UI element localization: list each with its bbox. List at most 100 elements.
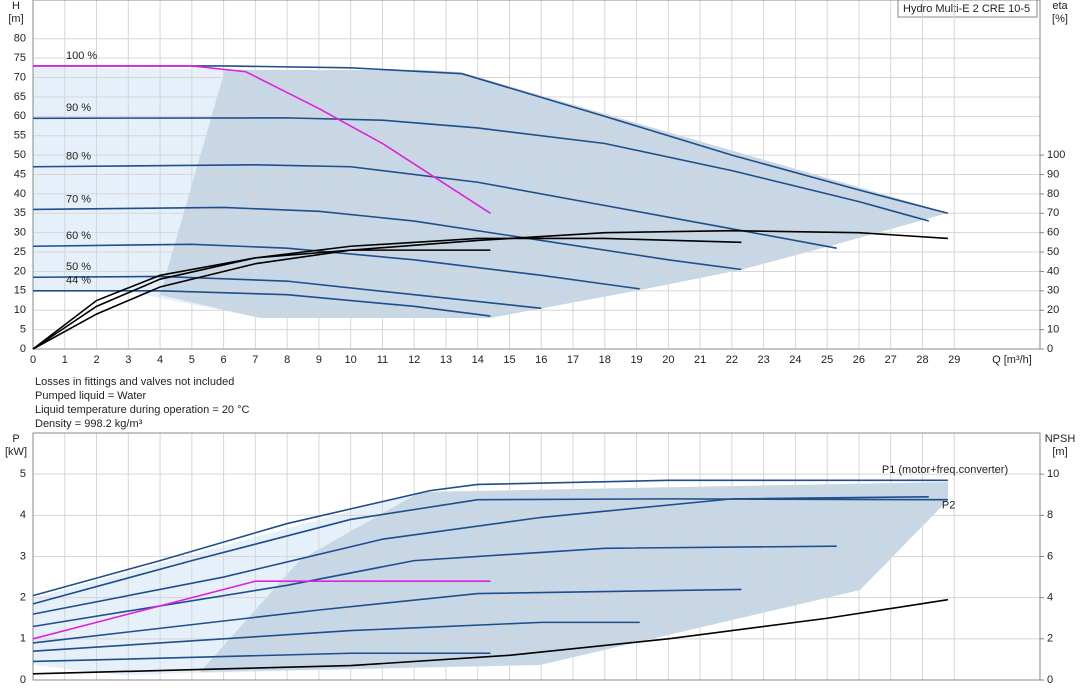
- curve-label: 90 %: [66, 102, 91, 114]
- y-tick-label: 70: [14, 71, 26, 83]
- x-tick-label: 21: [694, 354, 706, 366]
- y-tick-label: 10: [14, 304, 26, 316]
- curve: [32, 496, 929, 615]
- curve-label: P1 (motor+freq.converter): [882, 464, 1008, 476]
- curve: [32, 479, 948, 597]
- x-tick-label: 15: [503, 354, 515, 366]
- y-tick-label: 0: [20, 674, 26, 686]
- x-tick-label: 29: [948, 354, 960, 366]
- x-tick-label: 11: [377, 354, 388, 366]
- curve: [32, 580, 491, 640]
- y-tick-label: 4: [20, 509, 26, 521]
- note: Pumped liquid = Water: [35, 390, 147, 402]
- y-tick-label: 2: [20, 592, 26, 604]
- title-box: [897, 0, 1038, 18]
- y-axis-label: P: [12, 433, 19, 445]
- x-tick-label: 13: [440, 354, 452, 366]
- y-tick-label: 30: [14, 227, 26, 239]
- curve-label: P2: [942, 500, 955, 512]
- x-tick-label: 2: [93, 354, 99, 366]
- x-tick-label: 12: [408, 354, 420, 366]
- y2-axis-label: NPSH: [1045, 433, 1076, 445]
- x-tick-label: 24: [789, 354, 801, 366]
- x-tick-label: 17: [567, 354, 579, 366]
- y2-tick-label: 8: [1047, 509, 1053, 521]
- x-tick-label: 9: [316, 354, 322, 366]
- y2-tick-label: 80: [1047, 188, 1059, 200]
- x-tick-label: 27: [885, 354, 897, 366]
- curve: [32, 243, 640, 290]
- curve: [32, 598, 948, 675]
- plot-frame: [32, 0, 1041, 350]
- y2-axis-label: [m]: [1052, 446, 1067, 458]
- chart-title: Hydro Multi-E 2 CRE 10-5: [903, 3, 1030, 15]
- curve-label: 44 %: [66, 275, 91, 287]
- note: Losses in fittings and valves not includ…: [35, 376, 234, 388]
- x-tick-label: 10: [345, 354, 357, 366]
- curve: [32, 206, 742, 271]
- y-axis-label: [m]: [8, 13, 23, 25]
- y-tick-label: 60: [14, 110, 26, 122]
- y2-tick-label: 0: [1047, 674, 1053, 686]
- curve: [33, 65, 491, 214]
- y-tick-label: 3: [20, 550, 26, 562]
- curve-label: 100 %: [66, 50, 97, 62]
- y-tick-label: 5: [20, 324, 26, 336]
- y-tick-label: 25: [14, 246, 26, 258]
- y2-tick-label: 10: [1047, 324, 1059, 336]
- x-axis-label: Q [m³/h]: [992, 354, 1032, 366]
- x-tick-label: 8: [284, 354, 290, 366]
- y-tick-label: 55: [14, 130, 26, 142]
- curve: [32, 652, 491, 663]
- y-tick-label: 15: [14, 285, 26, 297]
- y-tick-label: 35: [14, 207, 26, 219]
- y-axis-label: H: [12, 0, 20, 12]
- x-tick-label: 3: [125, 354, 131, 366]
- y2-tick-label: 20: [1047, 304, 1059, 316]
- x-tick-label: 22: [726, 354, 738, 366]
- curve: [32, 275, 542, 310]
- range-shade: [200, 482, 948, 672]
- y-tick-label: 50: [14, 149, 26, 161]
- y2-tick-label: 90: [1047, 168, 1059, 180]
- curve: [32, 229, 948, 350]
- x-tick-label: 25: [821, 354, 833, 366]
- plot-frame: [32, 432, 1041, 681]
- y2-tick-label: 2: [1047, 633, 1053, 645]
- curve: [32, 249, 491, 350]
- curve-label: 50 %: [66, 261, 91, 273]
- y-tick-label: 80: [14, 33, 26, 45]
- x-tick-label: 14: [472, 354, 484, 366]
- x-tick-label: 1: [62, 354, 68, 366]
- y2-axis-label: [%]: [1052, 13, 1068, 25]
- curve: [32, 117, 930, 222]
- y-tick-label: 5: [20, 468, 26, 480]
- curve: [32, 498, 948, 605]
- x-tick-label: 0: [30, 354, 36, 366]
- x-tick-label: 6: [221, 354, 227, 366]
- x-tick-label: 23: [758, 354, 770, 366]
- x-tick-label: 5: [189, 354, 195, 366]
- x-tick-label: 16: [535, 354, 547, 366]
- y2-tick-label: 4: [1047, 592, 1053, 604]
- x-tick-label: 26: [853, 354, 865, 366]
- x-tick-label: 28: [916, 354, 928, 366]
- y-axis-label: [kW]: [5, 446, 27, 458]
- y-tick-label: 20: [14, 265, 26, 277]
- y2-axis-label: eta: [1052, 0, 1068, 12]
- y2-tick-label: 100: [1047, 149, 1065, 161]
- curve-label: 80 %: [66, 151, 91, 163]
- curve: [32, 164, 837, 249]
- y-tick-label: 65: [14, 91, 26, 103]
- note: Density = 998.2 kg/m³: [35, 418, 143, 430]
- y2-tick-label: 50: [1047, 246, 1059, 258]
- y2-tick-label: 30: [1047, 285, 1059, 297]
- x-tick-label: 7: [252, 354, 258, 366]
- y2-tick-label: 40: [1047, 265, 1059, 277]
- curve: [33, 65, 949, 215]
- curve-label: 70 %: [66, 193, 91, 205]
- x-tick-label: 19: [630, 354, 642, 366]
- y2-tick-label: 60: [1047, 227, 1059, 239]
- y-tick-label: 75: [14, 52, 26, 64]
- x-tick-label: 20: [662, 354, 674, 366]
